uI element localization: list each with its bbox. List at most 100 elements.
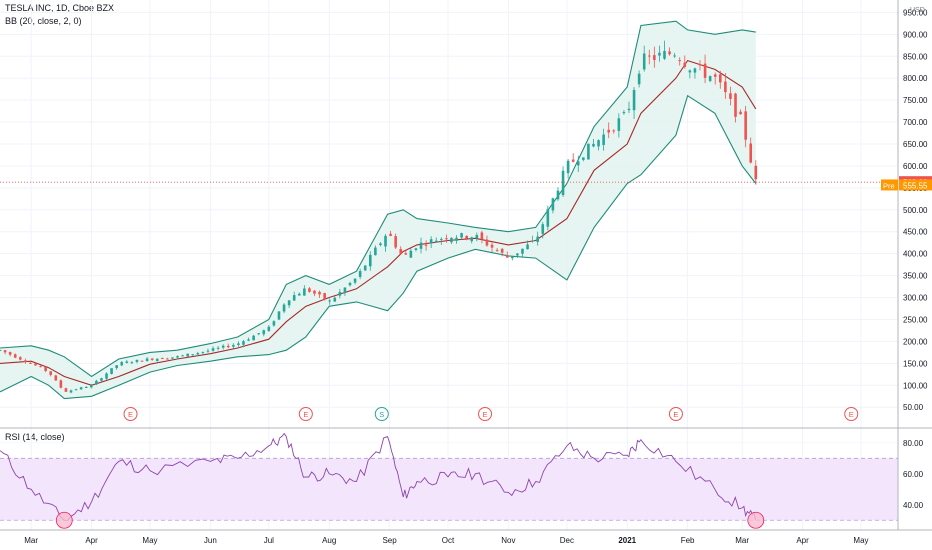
candle-body — [505, 255, 509, 258]
candle-body — [242, 341, 245, 345]
candle-body — [181, 355, 184, 357]
candle-body — [419, 242, 423, 249]
event-marker-earnings — [668, 407, 683, 421]
candle-body — [734, 93, 737, 117]
time-tick-label: Apr — [85, 536, 98, 545]
candle-body — [161, 358, 164, 360]
candle-body — [277, 311, 281, 320]
candle-body — [465, 235, 468, 239]
candle-body — [663, 50, 666, 59]
candle-body — [292, 295, 296, 301]
candle-body — [389, 233, 392, 236]
candle-body — [343, 287, 347, 294]
candle-body — [115, 365, 118, 369]
candle-body — [237, 343, 240, 345]
time-tick-label: 2021 — [618, 536, 636, 545]
candle-body — [658, 52, 661, 56]
candle-body — [130, 362, 134, 364]
candle-body — [460, 233, 463, 238]
candle-body — [226, 345, 230, 348]
candle-body — [135, 359, 139, 362]
event-marker-earnings — [478, 407, 493, 421]
candle-body — [3, 350, 7, 353]
price-tick-label: 300.00 — [903, 294, 928, 303]
candle-body — [480, 232, 484, 240]
candle-body — [166, 358, 169, 360]
time-tick-label: May — [853, 536, 868, 545]
candle-body — [69, 390, 73, 393]
candle-body — [64, 388, 68, 392]
time-tick-label: Jun — [204, 536, 217, 545]
candle-body — [257, 333, 260, 335]
candle-body — [39, 366, 42, 368]
candle-body — [358, 271, 362, 277]
candle-body — [612, 130, 616, 132]
candle-body — [607, 129, 610, 133]
candle-body — [602, 134, 605, 145]
price-tick-label: 800.00 — [903, 74, 928, 83]
candle-body — [414, 248, 418, 250]
candle-body — [216, 347, 220, 349]
price-tick-label: 650.00 — [903, 140, 928, 149]
price-tick-label: 700.00 — [903, 118, 928, 127]
bb-indicator-label[interactable]: BB (20, close, 2, 0) — [5, 16, 82, 26]
candle-body — [155, 358, 159, 361]
candle-body — [368, 254, 372, 267]
price-tick-label: 250.00 — [903, 315, 928, 324]
candle-body — [744, 111, 747, 140]
rsi-oversold-marker — [747, 511, 765, 529]
candle-body — [59, 380, 63, 388]
event-marker-earnings — [298, 407, 313, 421]
candle-body — [287, 300, 291, 306]
event-marker-label: E — [673, 410, 678, 419]
candle-body — [323, 293, 326, 300]
candle-body — [500, 248, 504, 253]
event-marker-earnings — [123, 407, 138, 421]
candle-body — [521, 248, 524, 254]
candle-body — [328, 300, 332, 302]
rsi-pane[interactable] — [0, 432, 898, 529]
candle-body — [206, 350, 210, 352]
rsi-indicator-label[interactable]: RSI (14, close) — [5, 432, 65, 442]
candle-body — [84, 386, 88, 388]
candle-body — [653, 55, 656, 60]
pre-price-label: 555.55 — [903, 181, 928, 190]
candle-body — [379, 243, 382, 246]
candle-body — [632, 89, 636, 111]
candle-body — [333, 297, 337, 302]
candle-body — [592, 143, 595, 147]
event-marker-label: E — [849, 410, 854, 419]
candle-body — [13, 354, 17, 358]
event-marker-label: E — [483, 410, 488, 419]
candle-body — [105, 373, 108, 379]
candle-body — [282, 304, 286, 312]
candle-body — [531, 240, 534, 242]
candle-body — [303, 288, 306, 296]
price-tick-label: 350.00 — [903, 272, 928, 281]
time-tick-label: Jul — [264, 536, 274, 545]
candle-body — [576, 161, 580, 166]
candle-body — [678, 60, 682, 62]
event-marker-label: E — [303, 410, 308, 419]
price-tick-label: 500.00 — [903, 206, 928, 215]
candle-body — [445, 238, 448, 240]
candle-body — [297, 293, 301, 296]
candle-body — [516, 253, 519, 256]
rsi-oversold-marker — [55, 511, 73, 529]
candle-body — [74, 389, 78, 391]
candle-body — [247, 339, 250, 341]
candle-body — [176, 356, 179, 358]
candle-body — [252, 335, 255, 341]
pre-tag-label: Pre — [883, 181, 895, 190]
candle-body — [24, 360, 27, 362]
candle-body — [424, 244, 428, 246]
candle-body — [18, 357, 22, 360]
time-tick-label: Apr — [796, 536, 809, 545]
candle-body — [150, 358, 154, 360]
candle-body — [561, 170, 565, 196]
candle-body — [313, 290, 316, 294]
candle-body — [399, 249, 403, 254]
